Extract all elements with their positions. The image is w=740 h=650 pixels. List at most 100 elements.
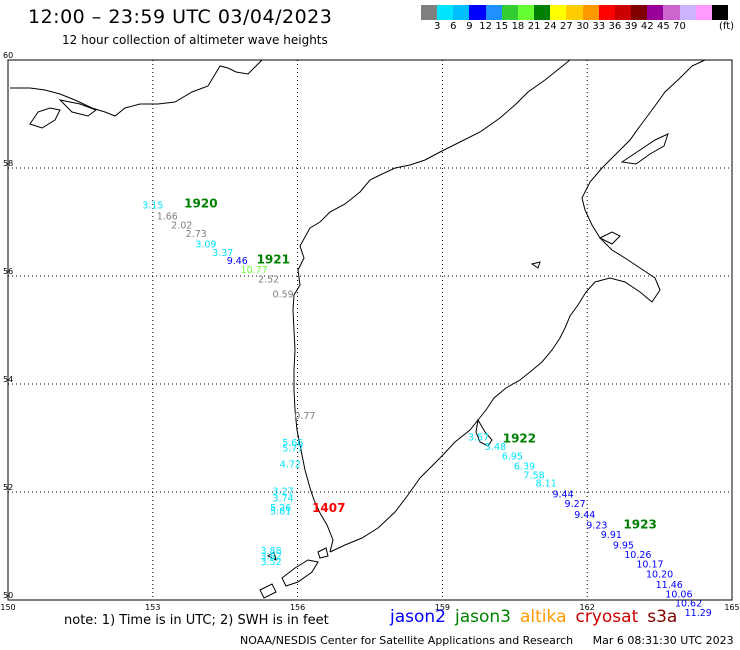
generated-timestamp: Mar 6 08:31:30 UTC 2023 [592, 634, 734, 647]
colorbar-tick-label: 33 [592, 21, 606, 32]
colorbar-swatch [631, 5, 648, 20]
pass-time-label: 1407 [312, 501, 345, 515]
wave-height-value: 2.02 [171, 220, 192, 231]
colorbar-tick-label: 9 [466, 21, 473, 32]
pass-time-label: 1922 [503, 431, 536, 445]
wave-height-value: 6.95 [502, 452, 523, 463]
longitude-tick-label: 156 [290, 603, 305, 612]
legend-satellite-cryosat: cryosat [575, 607, 639, 627]
latitude-tick-label: 60 [3, 51, 13, 60]
wave-height-value: 9.27 [565, 499, 586, 510]
wave-height-value: 9.23 [586, 521, 607, 532]
legend-satellite-altika: altika [520, 607, 567, 627]
wave-height-value: 9.44 [552, 489, 573, 500]
colorbar-tick-label: 70 [673, 21, 686, 32]
pass-time-label: 1920 [184, 196, 217, 210]
legend-satellite-jason3: jason3 [455, 607, 511, 627]
colorbar-swatch [647, 5, 664, 20]
wave-height-value: 9.95 [613, 541, 634, 552]
colorbar-swatch [663, 5, 680, 20]
wave-height-value: 4.72 [280, 460, 301, 471]
colorbar-tick-label: 45 [656, 21, 670, 32]
wave-height-value: 2.52 [258, 274, 279, 285]
wave-height-value: 10.17 [636, 560, 663, 571]
wave-height-value: 9.46 [227, 256, 248, 267]
map-subtitle: 12 hour collection of altimeter wave hei… [62, 33, 328, 47]
wave-height-value: 10.20 [646, 569, 673, 580]
wave-height-value: 6.39 [514, 461, 535, 472]
map-title: 12:00 – 23:59 UTC 03/04/2023 [28, 6, 333, 28]
pass-time-label: 1921 [257, 253, 290, 267]
wave-height-value: 5.77 [282, 444, 303, 455]
colorbar-swatch [679, 5, 696, 20]
colorbar-tick-label: 42 [640, 21, 654, 32]
wave-height-value: 10.62 [675, 598, 702, 609]
colorbar-swatch [614, 5, 632, 20]
kuril-shumshu [317, 547, 329, 559]
colorbar-tick-label: 12 [479, 21, 492, 32]
wave-height-value: 3.37 [212, 248, 233, 259]
colorbar-swatch [469, 5, 486, 20]
wave-height-value: 3.82 [260, 552, 281, 563]
wave-height-value: 11.29 [685, 608, 712, 619]
kuril-atlasov [267, 551, 277, 561]
wave-height-value: 3.57 [468, 433, 489, 444]
wave-height-value: 10.26 [624, 550, 651, 561]
credit-footer: NOAA/NESDIS Center for Satellite Applica… [240, 634, 734, 647]
colorbar-swatch [566, 5, 583, 20]
longitude-tick-label: 162 [580, 603, 595, 612]
longitude-tick-label: 159 [435, 603, 450, 612]
legend-satellite-s3a: s3a [647, 607, 678, 627]
colorbar-swatch [485, 5, 502, 20]
colorbar-tick-label: 21 [527, 21, 541, 32]
colorbar-tick-labels: 3 6 9 12 15 18 21 24 27 30 33 36 39 42 45 70 [421, 21, 728, 35]
pass-time-label: 1923 [623, 518, 656, 532]
legend-satellite-jason2: jason2 [390, 607, 446, 627]
colorbar-tick-label: 27 [560, 21, 573, 32]
colorbar-swatch [517, 5, 535, 20]
kamchatka-east-coast [329, 59, 706, 553]
colorbar-swatch [421, 5, 438, 20]
colorbar-swatch [695, 5, 712, 20]
colorbar-swatch [550, 5, 567, 20]
magadan-coast [10, 59, 263, 117]
wave-height-value: 9.91 [601, 530, 622, 541]
longitude-tick-label: 165 [724, 603, 739, 612]
wave-height-value: 3.52 [260, 557, 281, 568]
wave-height-colorbar [421, 5, 728, 20]
wave-height-value: 11.46 [656, 580, 683, 591]
kuril-paramushir [281, 559, 319, 587]
wave-height-value: 5.26 [270, 503, 291, 514]
kamchatka-gulf [598, 231, 621, 245]
colorbar-tick-label: 36 [608, 21, 622, 32]
wave-height-value: 5.66 [282, 438, 303, 449]
wave-height-value: 3.27 [273, 487, 294, 498]
wave-height-value: 3.09 [195, 239, 216, 250]
longitude-tick-label: 153 [145, 603, 160, 612]
colorbar-swatch [437, 5, 454, 20]
colorbar-unit: (ft) [719, 21, 735, 32]
colorbar-tick-label: 30 [576, 21, 589, 32]
wave-height-value: 7.58 [524, 471, 545, 482]
karaginsky-island [620, 133, 669, 165]
wave-height-value: 9.44 [574, 510, 595, 521]
wave-height-value: 3.15 [142, 201, 163, 212]
colorbar-swatch [598, 5, 615, 20]
colorbar-tick-label: 24 [543, 21, 557, 32]
wave-height-value: 1.66 [157, 211, 178, 222]
longitude-tick-label: 150 [0, 603, 15, 612]
commander-island [530, 261, 541, 269]
wave-height-value: 3.74 [273, 494, 294, 505]
colorbar-swatch [501, 5, 518, 20]
wave-height-value: 5.81 [270, 507, 291, 518]
wave-height-value: 0.59 [273, 290, 294, 301]
wave-height-value: 10.06 [665, 589, 692, 600]
wave-height-value: 8.11 [536, 479, 557, 490]
colorbar-swatch [582, 5, 599, 20]
wave-height-value: 3.88 [260, 546, 281, 557]
kamchatka-west-coast [292, 59, 571, 553]
magadan-peninsula [29, 107, 61, 129]
colorbar-tick-label: 6 [450, 21, 457, 32]
